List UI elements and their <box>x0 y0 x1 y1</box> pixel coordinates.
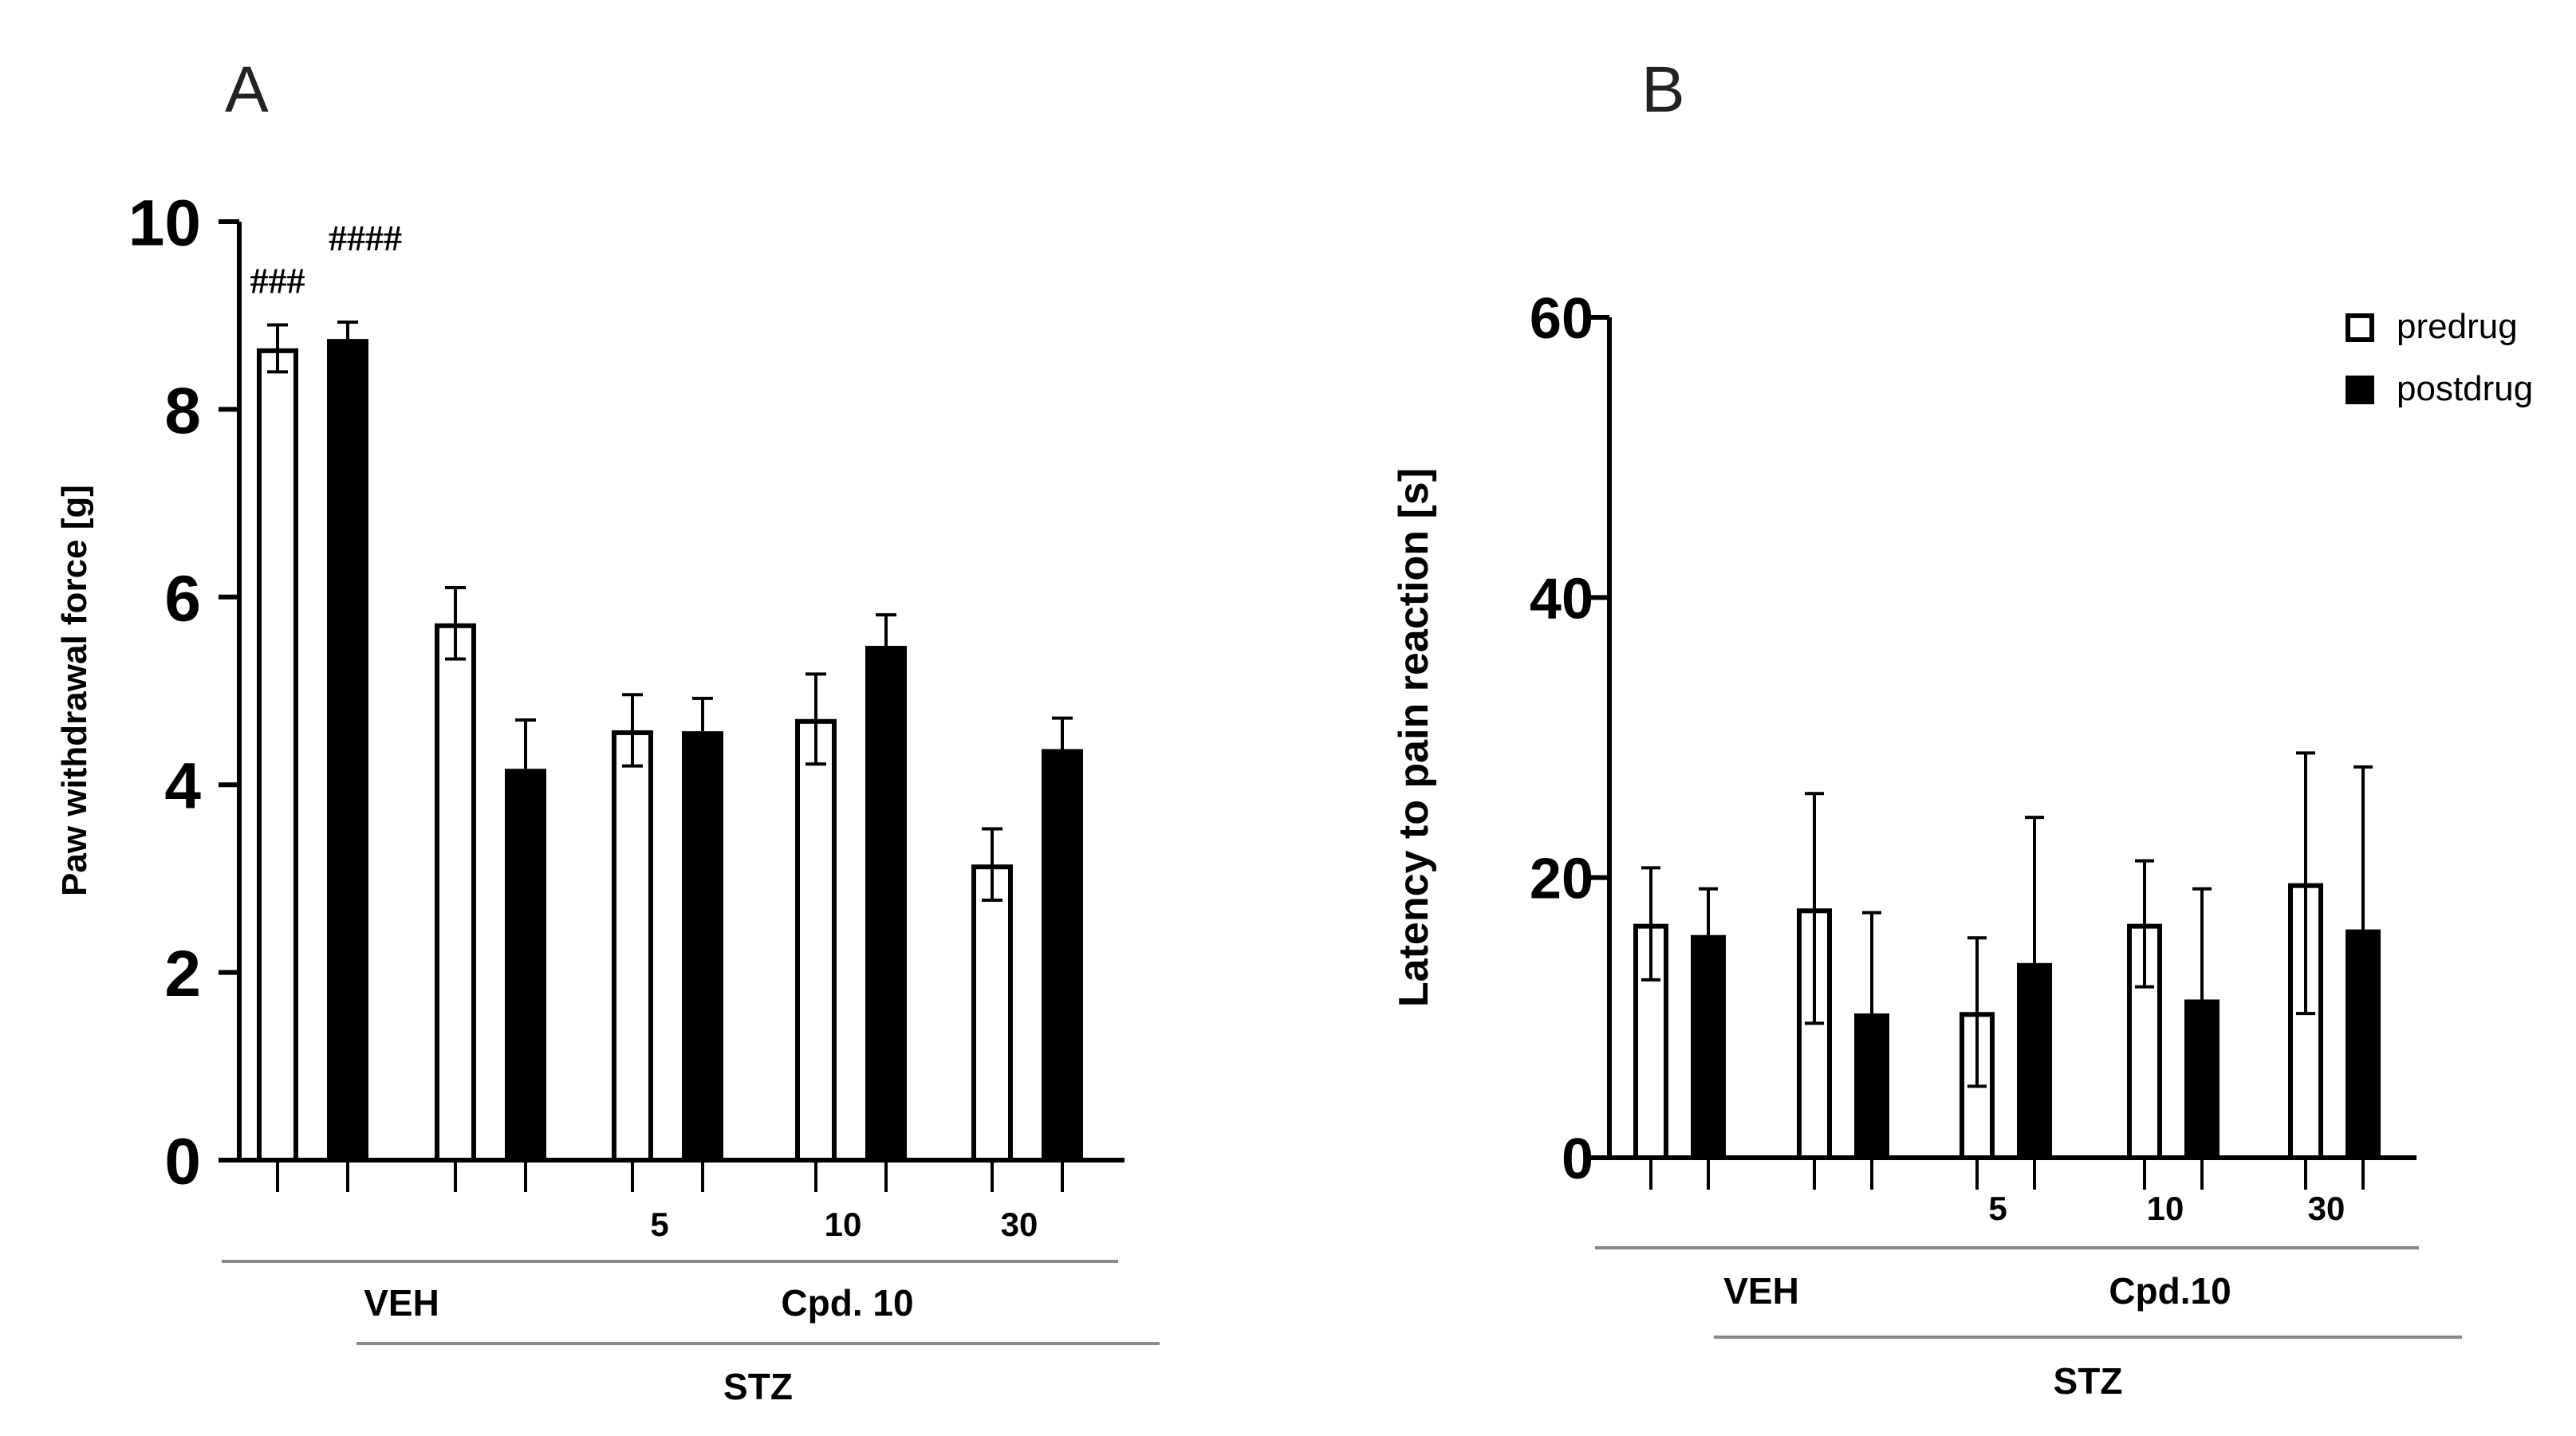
group-bracket-label: VEH <box>364 1282 439 1324</box>
y-tick-label: 10 <box>128 187 201 260</box>
y-tick-label: 0 <box>164 1126 201 1198</box>
legend-swatch-postdrug <box>2346 376 2374 404</box>
bar-postdrug <box>1042 749 1083 1160</box>
group-bracket-label: Cpd. 10 <box>781 1282 913 1324</box>
bar-predrug <box>795 718 837 1163</box>
legend-swatch-predrug <box>2346 313 2374 342</box>
dose-label: 5 <box>1988 1190 2007 1227</box>
dose-label: 30 <box>2308 1190 2346 1227</box>
bar-postdrug <box>2184 999 2220 1158</box>
bar-postdrug <box>327 339 368 1160</box>
y-tick-label: 2 <box>164 938 201 1010</box>
bar-postdrug <box>2017 962 2052 1158</box>
dose-label: 10 <box>2147 1190 2184 1227</box>
bar-predrug <box>435 623 476 1163</box>
bar-postdrug <box>682 731 723 1160</box>
legend: predrug postdrug <box>2346 307 2533 408</box>
bar-postdrug <box>505 769 546 1160</box>
panel-label-a: A <box>225 53 269 126</box>
legend-label-postdrug: postdrug <box>2397 369 2533 408</box>
dose-label: 30 <box>1001 1206 1038 1243</box>
group-bracket-label: STZ <box>2054 1360 2123 1402</box>
bar-postdrug <box>1691 934 1726 1158</box>
y-axis-title: Latency to pain reaction [s] <box>1391 468 1437 1007</box>
y-tick-label: 6 <box>164 562 201 635</box>
legend-label-predrug: predrug <box>2397 307 2518 346</box>
dose-label: 10 <box>825 1206 862 1243</box>
significance-annotation: #### <box>329 218 402 258</box>
y-tick-label: 60 <box>1530 287 1593 351</box>
group-bracket-label: VEH <box>1723 1270 1799 1312</box>
y-axis-title: Paw withdrawal force [g] <box>55 485 94 896</box>
bar-predrug <box>257 348 298 1163</box>
y-tick-label: 0 <box>1562 1127 1593 1191</box>
significance-annotation: ### <box>250 260 305 301</box>
bar-postdrug <box>2346 929 2381 1158</box>
y-tick-label: 8 <box>164 375 201 447</box>
bar-predrug <box>612 730 653 1163</box>
bar-predrug <box>971 864 1013 1163</box>
y-tick-label: 40 <box>1530 567 1593 631</box>
bar-postdrug <box>1854 1013 1889 1158</box>
group-bracket-label: STZ <box>723 1366 793 1407</box>
y-tick-label: 20 <box>1530 848 1593 911</box>
chart-panel-a: 0 2 4 6 8 10 Paw withdrawal force [g] 5 10 30 VEH C… <box>55 187 1160 1407</box>
y-tick-label: 4 <box>164 750 201 823</box>
chart-panel-b: 0 20 40 60 Latency to pain reaction [s] 5 10 30… <box>1391 287 2462 1402</box>
bar-postdrug <box>865 646 907 1160</box>
group-bracket-label: Cpd.10 <box>2109 1270 2231 1312</box>
dose-label: 5 <box>650 1206 668 1243</box>
panel-label-b: B <box>1641 53 1685 126</box>
